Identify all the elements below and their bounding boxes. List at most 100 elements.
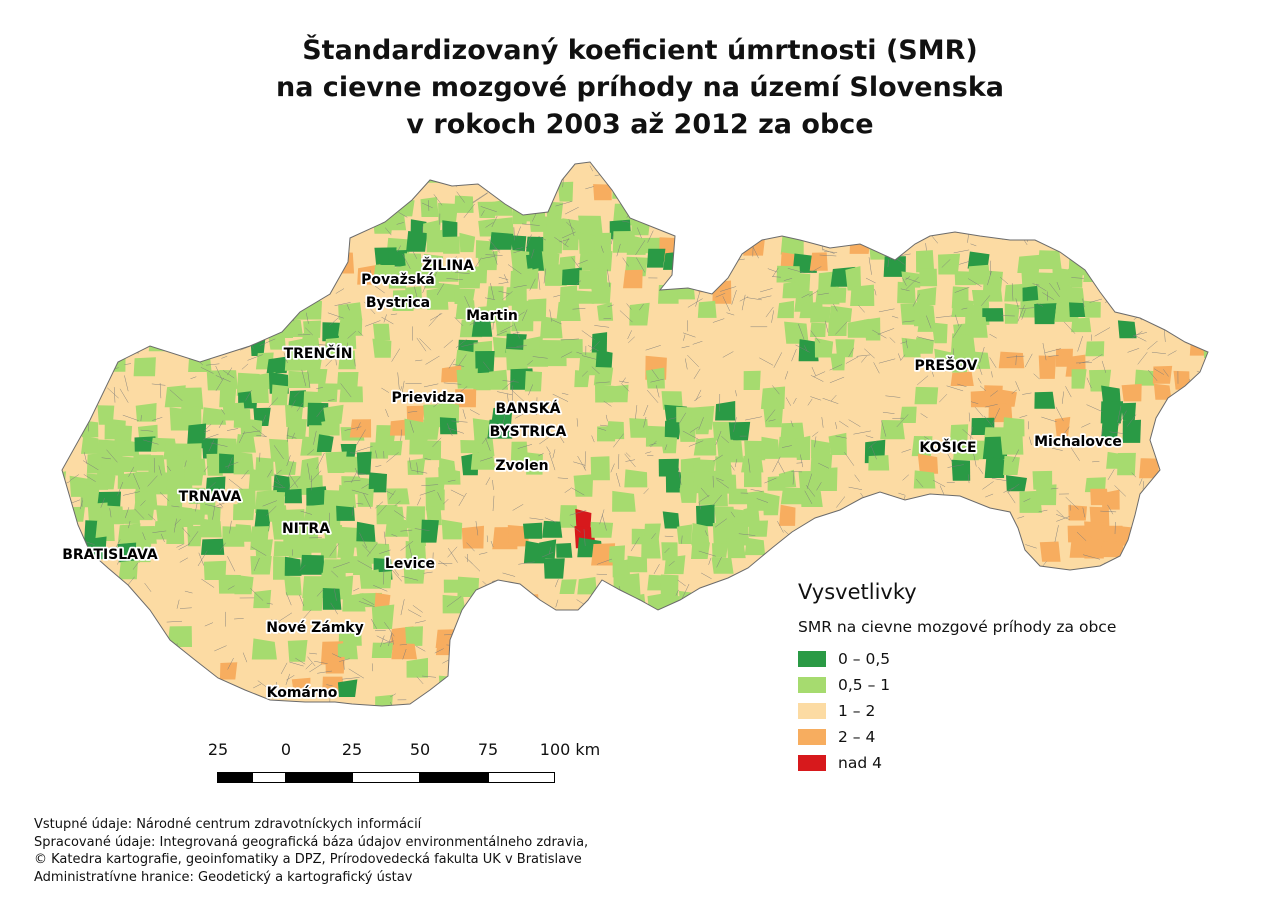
municipality-border [148,513,156,521]
municipality-border [385,227,392,236]
municipality-patch [845,266,862,291]
municipality-border [290,262,294,281]
municipality-patch [982,308,1004,322]
municipality-patch [1084,477,1106,493]
municipality-border [699,242,708,255]
municipality-border [622,257,629,267]
municipality-border [117,481,124,496]
municipality-border [1022,166,1027,183]
municipality-border [1084,169,1091,174]
municipality-border [1015,381,1020,392]
municipality-border [128,466,135,477]
municipality-patch [219,383,237,408]
municipality-patch [271,384,289,406]
municipality-border [447,546,458,558]
municipality-border [222,370,235,379]
municipality-patch [420,197,439,217]
municipality-border [1183,490,1188,496]
municipality-border [727,222,731,228]
municipality-border [878,308,895,313]
municipality-border [916,336,934,342]
municipality-border [870,445,877,460]
municipality-border [736,691,743,706]
municipality-border [498,290,510,294]
municipality-border [900,288,910,292]
municipality-border [225,226,230,236]
municipality-patch [1003,455,1020,475]
municipality-border [677,653,686,655]
municipality-border [316,387,323,389]
municipality-border [301,369,307,387]
municipality-patch [964,351,991,369]
municipality-border [821,533,826,543]
municipality-border [101,457,111,460]
municipality-border [130,243,144,250]
municipality-patch [629,418,649,438]
municipality-border [536,397,538,416]
municipality-border [625,452,631,458]
municipality-border [463,203,475,218]
municipality-patch [676,524,693,544]
municipality-border [554,237,569,248]
municipality-border [781,445,792,448]
municipality-patch [709,606,732,623]
municipality-border [400,429,403,441]
municipality-patch [1117,320,1137,339]
municipality-border [354,467,360,479]
legend-label: 2 – 4 [838,728,876,746]
municipality-border [191,698,198,702]
municipality-patch [438,203,459,223]
municipality-border [243,701,250,706]
municipality-border [603,318,612,320]
municipality-border [1121,600,1124,614]
municipality-border [1136,664,1148,672]
municipality-patch [474,438,495,457]
municipality-border [443,339,454,348]
municipality-patch [695,623,712,642]
municipality-patch [1054,416,1071,438]
municipality-patch [388,265,408,289]
municipality-border [243,245,253,249]
municipality-border [516,311,525,318]
municipality-border [1092,179,1098,185]
municipality-patch [622,593,647,613]
municipality-patch [662,511,680,529]
municipality-patch [181,387,204,410]
municipality-patch [951,352,968,373]
municipality-border [1195,301,1197,314]
municipality-border [763,669,765,684]
municipality-patch [439,417,458,435]
municipality-border [513,249,524,254]
municipality-border [564,237,570,246]
municipality-border [228,219,243,228]
municipality-border [715,430,722,445]
municipality-border [1154,540,1164,552]
municipality-border [384,490,394,496]
municipality-border [413,275,428,284]
municipality-border [268,397,279,408]
municipality-border [829,364,843,371]
municipality-border [655,385,660,398]
municipality-border [521,223,540,226]
municipality-border [819,254,837,257]
municipality-border [358,601,375,608]
municipality-border [283,352,288,363]
municipality-patch [1121,383,1142,402]
municipality-border [903,150,904,162]
municipality-border [355,446,373,452]
municipality-patch [1004,303,1020,324]
municipality-border [681,629,694,637]
municipality-patch [266,356,289,374]
municipality-patch [470,265,488,284]
municipality-patch [950,162,972,165]
municipality-border [221,355,228,359]
municipality-border [509,177,520,190]
municipality-border [286,427,289,442]
municipality-border [433,194,443,206]
municipality-border [62,291,70,296]
municipality-border [333,587,337,601]
municipality-border [314,166,321,174]
municipality-border [374,285,385,294]
municipality-patch [455,300,476,319]
municipality-patch [762,697,787,706]
